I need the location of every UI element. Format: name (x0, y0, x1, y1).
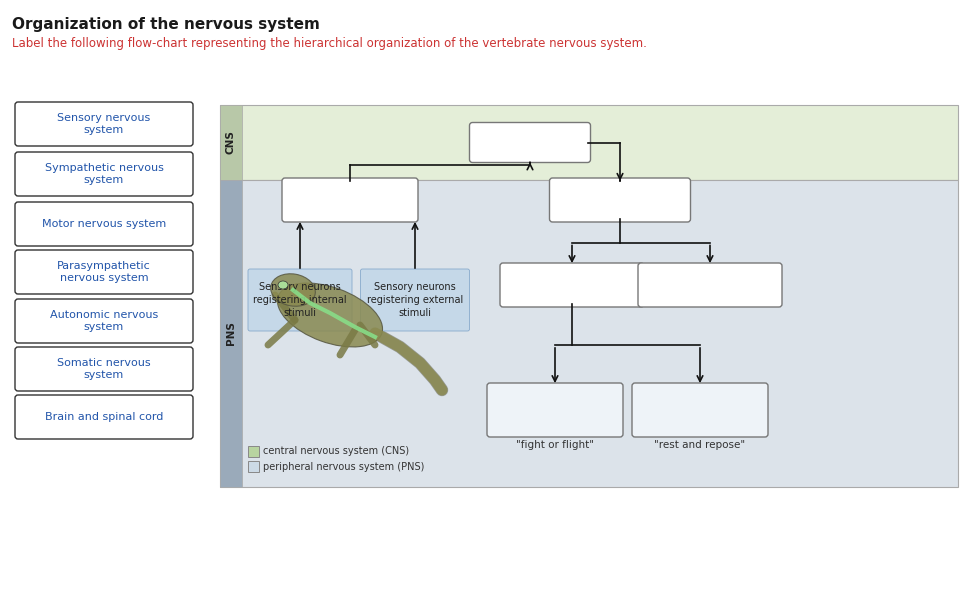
Ellipse shape (278, 283, 383, 347)
FancyBboxPatch shape (470, 123, 591, 162)
FancyBboxPatch shape (15, 347, 193, 391)
Text: CNS: CNS (226, 130, 236, 155)
Text: Somatic nervous
system: Somatic nervous system (57, 358, 151, 380)
Text: "fight or flight": "fight or flight" (516, 440, 594, 450)
Bar (220, 105, 242, 180)
Bar (248, 446, 259, 457)
FancyBboxPatch shape (15, 102, 193, 146)
FancyBboxPatch shape (632, 383, 768, 437)
Text: Sensory neurons
registering internal
stimuli: Sensory neurons registering internal sti… (253, 282, 347, 318)
Text: Sympathetic nervous
system: Sympathetic nervous system (44, 163, 163, 185)
Text: Sensory neurons
registering external
stimuli: Sensory neurons registering external sti… (366, 282, 463, 318)
FancyBboxPatch shape (15, 202, 193, 246)
Ellipse shape (271, 274, 315, 306)
FancyBboxPatch shape (15, 395, 193, 439)
Bar (248, 461, 259, 472)
Text: Label the following flow-chart representing the hierarchical organization of the: Label the following flow-chart represent… (12, 37, 647, 50)
FancyBboxPatch shape (15, 299, 193, 343)
Bar (220, 105, 958, 180)
Text: Brain and spinal cord: Brain and spinal cord (44, 412, 163, 422)
Bar (220, 180, 958, 487)
Text: "rest and repose": "rest and repose" (655, 440, 746, 450)
FancyBboxPatch shape (248, 269, 352, 331)
Ellipse shape (278, 281, 288, 289)
Bar (220, 180, 242, 487)
Text: peripheral nervous system (PNS): peripheral nervous system (PNS) (263, 462, 425, 471)
FancyBboxPatch shape (500, 263, 644, 307)
Text: Sensory nervous
system: Sensory nervous system (57, 113, 151, 135)
Text: Parasympathetic
nervous system: Parasympathetic nervous system (57, 261, 151, 283)
Text: PNS: PNS (226, 321, 236, 346)
Text: central nervous system (CNS): central nervous system (CNS) (263, 446, 409, 456)
Text: Organization of the nervous system: Organization of the nervous system (12, 17, 320, 32)
FancyBboxPatch shape (15, 152, 193, 196)
Text: Autonomic nervous
system: Autonomic nervous system (50, 310, 159, 332)
FancyBboxPatch shape (549, 178, 690, 222)
FancyBboxPatch shape (282, 178, 418, 222)
Text: Motor nervous system: Motor nervous system (42, 219, 166, 229)
FancyBboxPatch shape (361, 269, 470, 331)
FancyBboxPatch shape (15, 250, 193, 294)
FancyBboxPatch shape (487, 383, 623, 437)
FancyBboxPatch shape (638, 263, 782, 307)
